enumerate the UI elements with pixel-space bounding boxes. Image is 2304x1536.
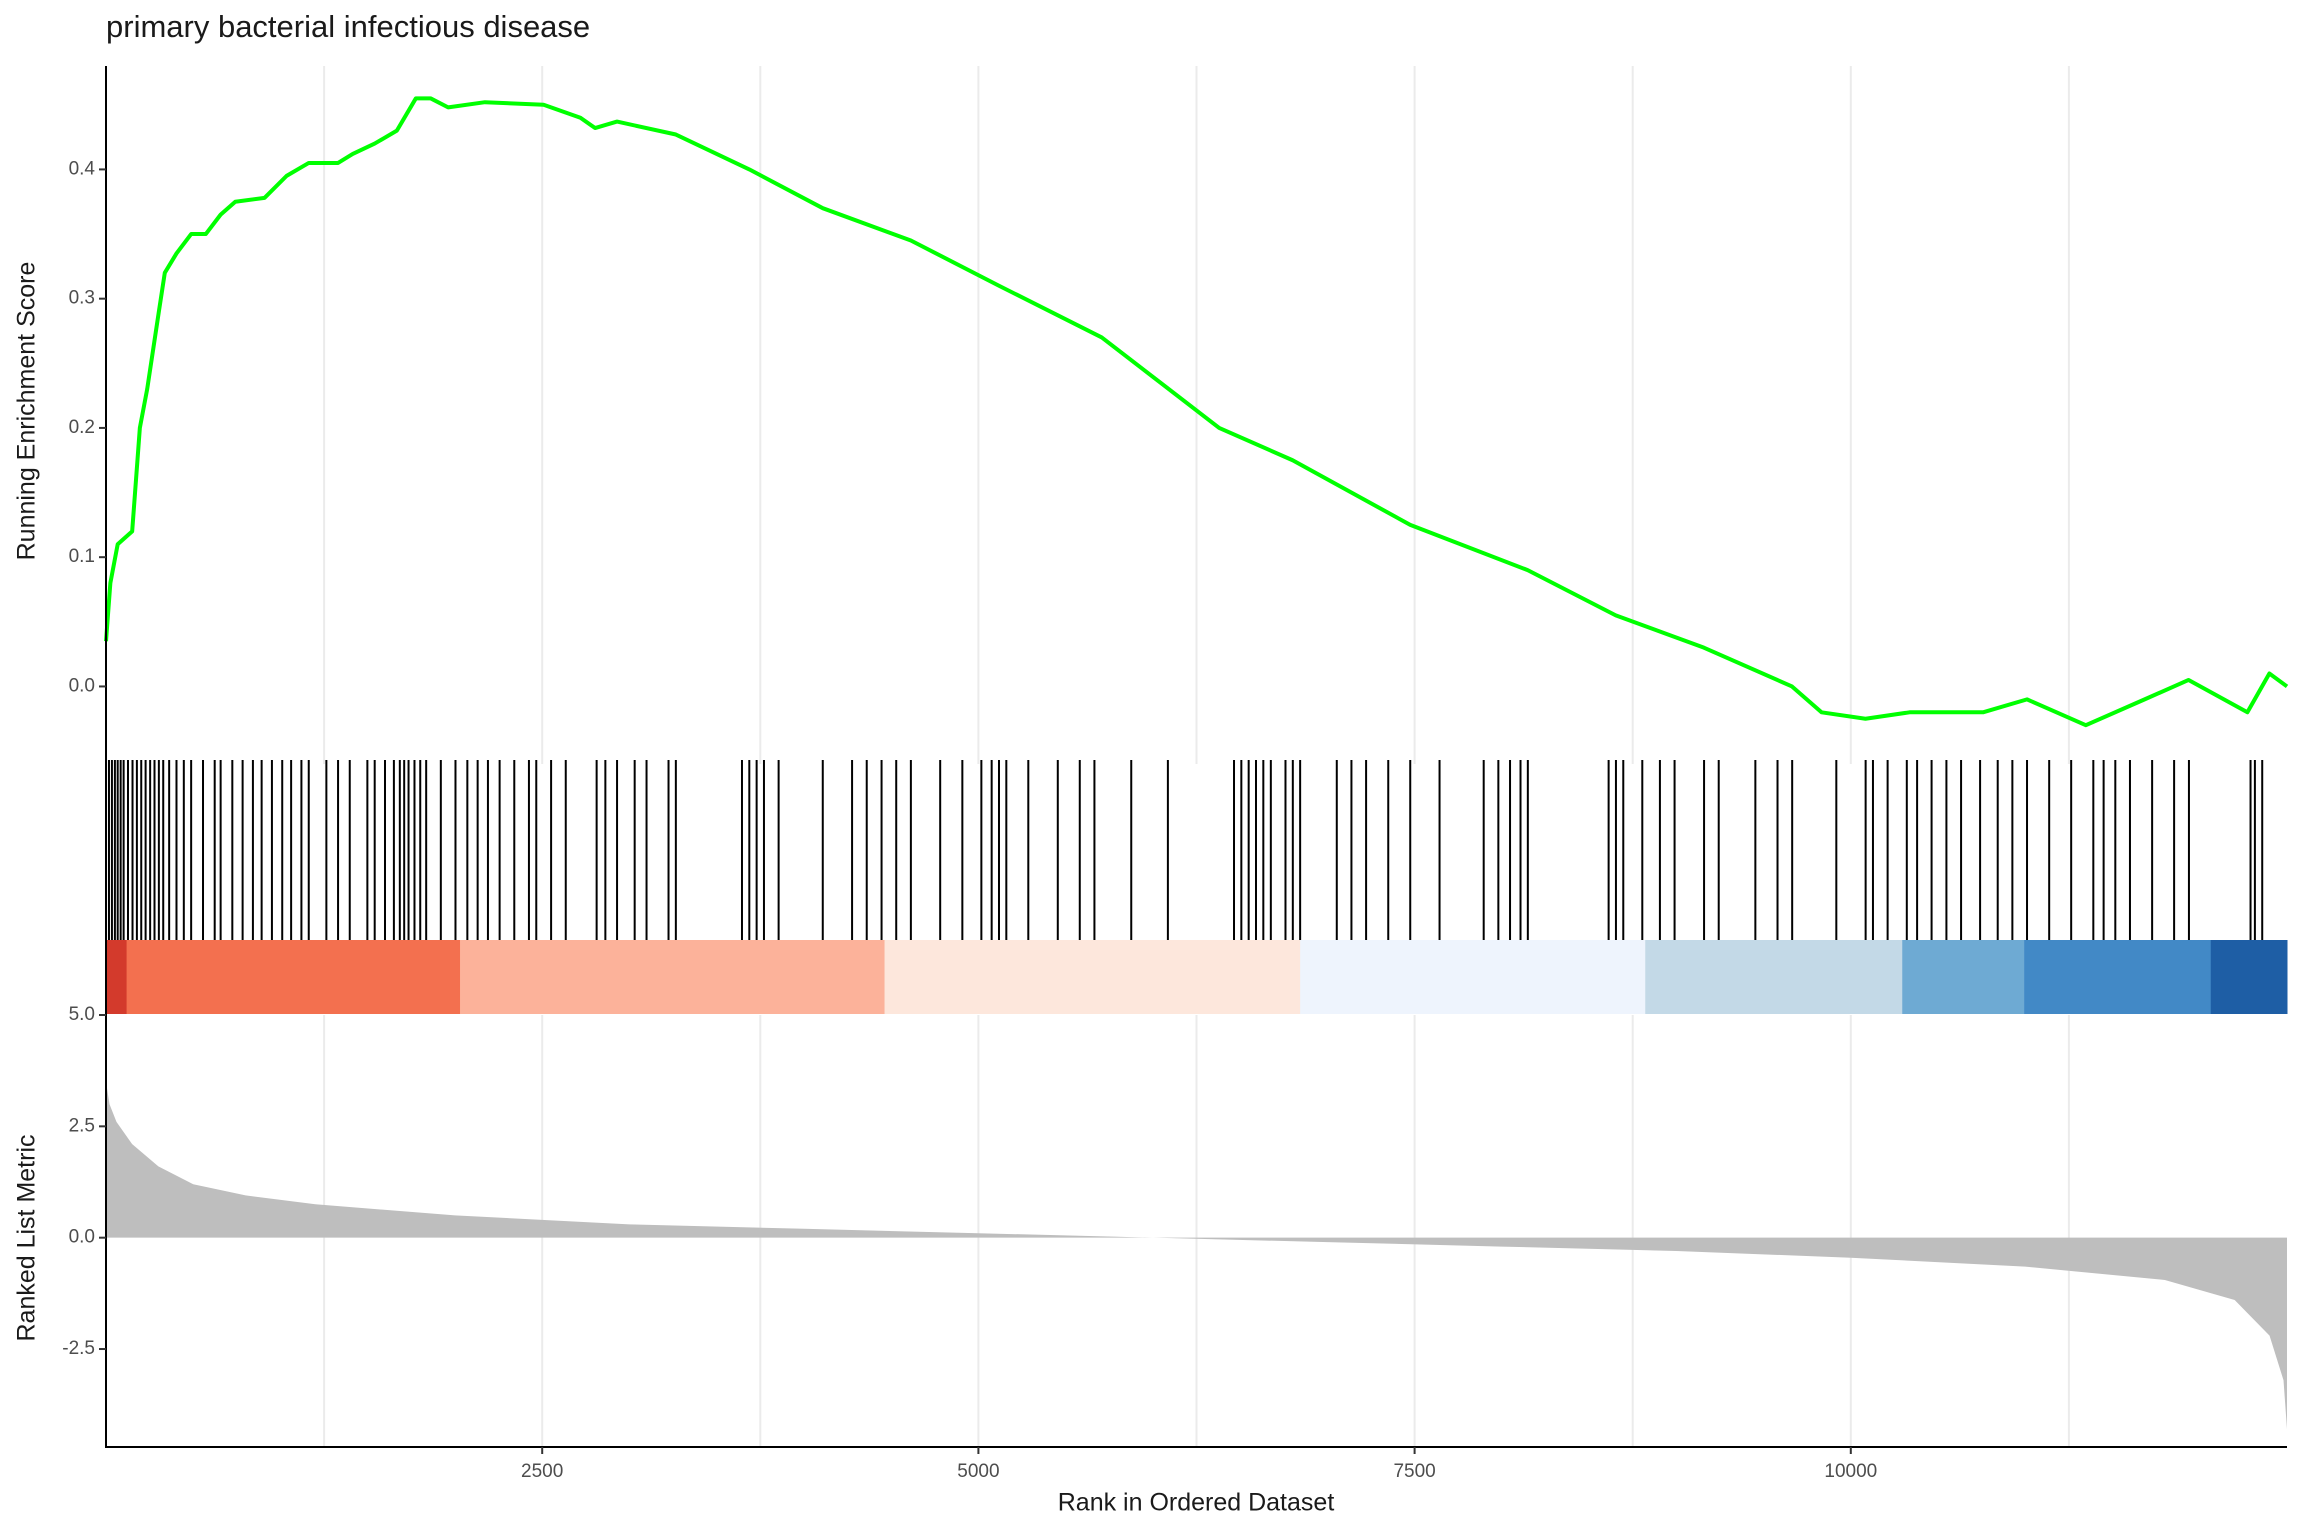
y-tick-label: 0.2 (69, 417, 95, 438)
color-band (884, 940, 1301, 1014)
grid (323, 66, 2070, 1447)
y-tick-label: -2.5 (62, 1338, 95, 1359)
color-band (2210, 940, 2288, 1014)
x-tick-label: 10000 (1824, 1461, 1877, 1482)
y-tick-label: 0.0 (69, 1227, 95, 1248)
x-tick-label: 7500 (1393, 1461, 1435, 1482)
marks (104, 96, 2289, 1430)
metric-area (106, 1081, 2287, 1430)
y-tick-label: 2.5 (69, 1115, 95, 1136)
color-band (126, 940, 461, 1014)
color-band (1902, 940, 2025, 1014)
y-tick-label: 0.1 (69, 546, 95, 567)
color-band (1645, 940, 1903, 1014)
enrichment-line (104, 96, 2289, 728)
y-tick-label: 0.4 (69, 158, 96, 179)
y-tick-label: 5.0 (69, 1004, 95, 1025)
y-axis-title: Ranked List Metric (13, 1134, 41, 1341)
x-tick-label: 5000 (957, 1461, 999, 1482)
color-band (106, 940, 128, 1014)
color-band (2024, 940, 2212, 1014)
y-tick-label: 0.0 (69, 675, 95, 696)
x-tick-label: 2500 (521, 1461, 563, 1482)
color-band (460, 940, 886, 1014)
y-tick-label: 0.3 (69, 288, 95, 309)
y-axis-title: Running Enrichment Score (13, 262, 41, 561)
color-band (1300, 940, 1646, 1014)
x-axis-title: Rank in Ordered Dataset (1058, 1489, 1335, 1517)
chart-title: primary bacterial infectious disease (106, 9, 590, 44)
